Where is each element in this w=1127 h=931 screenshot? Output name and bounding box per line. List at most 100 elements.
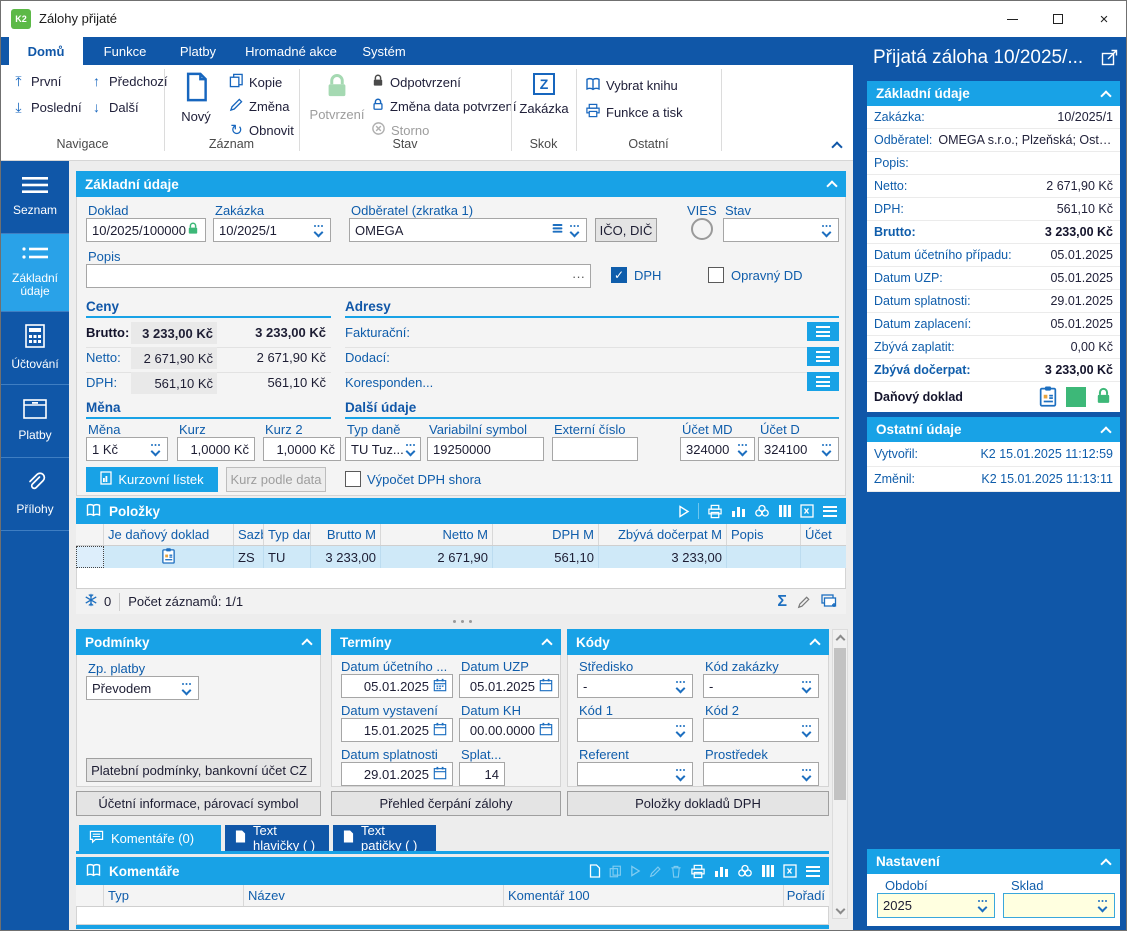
sklad-input[interactable] (1003, 893, 1115, 918)
splatnost-dnu-input[interactable]: 14 (459, 762, 505, 786)
collapse-icon[interactable] (541, 638, 552, 646)
variabilni-symbol-input[interactable]: 19250000 (427, 437, 544, 461)
doklad-input[interactable]: 10/2025/100000 (86, 218, 206, 242)
unconfirm-button[interactable]: Odpotvrzení (371, 73, 461, 91)
excel-export-icon[interactable] (783, 864, 798, 878)
sum-icon[interactable]: Σ (777, 592, 787, 610)
col-je-danovy-doklad[interactable]: Je daňový doklad (104, 524, 234, 545)
vertical-scrollbar[interactable] (832, 629, 848, 919)
stredisko-input[interactable]: - (577, 674, 693, 698)
col-dph-m[interactable]: DPH M (493, 524, 599, 545)
new-button[interactable]: Nový (171, 71, 221, 124)
print-icon[interactable] (690, 864, 706, 879)
edit-button[interactable]: Změna (229, 97, 289, 115)
col-sazba[interactable]: Sazb: (234, 524, 264, 545)
close-button[interactable]: × (1081, 1, 1126, 37)
tab-komentare[interactable]: Komentáře (0) (79, 825, 221, 851)
dropdown-icon[interactable] (404, 442, 417, 457)
col-typ[interactable]: Typ (104, 885, 244, 906)
popis-input[interactable]: ··· (86, 264, 591, 288)
dropdown-icon[interactable] (800, 767, 813, 782)
dropdown-icon[interactable] (149, 442, 162, 457)
accounting-info-button[interactable]: Účetní informace, párovací symbol (76, 791, 321, 816)
korespondencni-address-button[interactable] (807, 372, 839, 391)
dropdown-icon[interactable] (800, 679, 813, 694)
vypocet-dph-checkbox[interactable] (345, 471, 361, 487)
dph-checkbox[interactable] (611, 267, 627, 283)
collapse-icon[interactable] (1100, 426, 1111, 434)
scroll-up-button[interactable] (833, 630, 847, 645)
pencil-icon[interactable] (797, 595, 811, 609)
col-nazev[interactable]: Název (244, 885, 504, 906)
dropdown-icon[interactable] (1096, 898, 1109, 913)
new-document-icon[interactable] (589, 864, 601, 878)
dropdown-icon[interactable] (820, 223, 833, 238)
collapse-icon[interactable] (301, 638, 312, 646)
print-icon[interactable] (707, 504, 723, 519)
functions-print-button[interactable]: Funkce a tisk (585, 103, 683, 121)
dropdown-icon[interactable] (674, 723, 687, 738)
splitter-handle[interactable] (453, 620, 472, 623)
zakazka-input[interactable]: 10/2025/1 (213, 218, 331, 242)
snowflake-icon[interactable] (84, 593, 98, 610)
mena-input[interactable]: 1 Kč (86, 437, 168, 461)
collapse-icon[interactable] (1100, 858, 1111, 866)
dropdown-icon[interactable] (736, 442, 749, 457)
prostredek-input[interactable] (703, 762, 819, 786)
calendar-icon[interactable] (539, 722, 553, 739)
calendar-icon[interactable] (433, 678, 447, 695)
col-komentar[interactable]: Komentář 100 (504, 885, 784, 906)
columns-icon[interactable] (761, 864, 775, 878)
grid-menu-icon[interactable] (806, 865, 820, 877)
calendar-icon[interactable] (539, 678, 553, 695)
ribbon-collapse-button[interactable] (831, 141, 845, 151)
col-brutto-m[interactable]: Brutto M (311, 524, 381, 545)
codes-header[interactable]: Kódy (567, 629, 829, 655)
datum-vystaveni-input[interactable]: 15.01.2025 (341, 718, 453, 742)
more-ellipsis-button[interactable]: ··· (572, 268, 585, 284)
right-other-header[interactable]: Ostatní údaje (867, 417, 1120, 442)
previous-button[interactable]: ↑ Předchozí (89, 73, 168, 89)
dropdown-icon[interactable] (180, 681, 193, 696)
play-icon[interactable] (678, 504, 690, 518)
col-popis[interactable]: Popis (727, 524, 801, 545)
collapse-icon[interactable] (1100, 90, 1111, 98)
open-external-icon[interactable] (1101, 49, 1118, 71)
excel-export-icon[interactable] (800, 504, 815, 518)
dropdown-icon[interactable] (820, 442, 833, 457)
tab-hromadne-akce[interactable]: Hromadné akce (245, 43, 337, 59)
basic-data-header[interactable]: Základní údaje (76, 171, 846, 197)
zakazka-jump-button[interactable]: Z Zakázka (515, 73, 573, 116)
columns-icon[interactable] (778, 504, 792, 518)
tab-text-paticky[interactable]: Text patičky ( ) (333, 823, 436, 853)
minimize-button[interactable] (989, 1, 1035, 37)
sidebar-item-zakladni-udaje[interactable]: Základní údaje (1, 234, 69, 312)
col-poradi[interactable]: Pořadí (786, 888, 825, 903)
kurz-input[interactable]: 1,0000 Kč (177, 437, 255, 461)
dates-header[interactable]: Termíny (331, 629, 561, 655)
first-button[interactable]: ⤒ První (11, 73, 61, 90)
col-netto-m[interactable]: Netto M (381, 524, 493, 545)
refresh-button[interactable]: ↻ Obnovit (230, 122, 294, 139)
sidebar-item-seznam[interactable]: Seznam (1, 161, 69, 234)
kod1-input[interactable] (577, 718, 693, 742)
collapse-icon[interactable] (826, 180, 837, 188)
kod-zakazky-input[interactable]: - (703, 674, 819, 698)
kurz2-input[interactable]: 1,0000 Kč (263, 437, 341, 461)
tab-platby[interactable]: Platby (179, 43, 217, 59)
tab-system[interactable]: Systém (362, 43, 406, 59)
copy-grid-icon[interactable] (821, 594, 838, 609)
kurzovni-listek-button[interactable]: Kurzovní lístek (86, 467, 218, 492)
col-ucet[interactable]: Účet (805, 527, 832, 542)
chart-icon[interactable] (731, 504, 746, 518)
next-button[interactable]: ↓ Další (89, 99, 139, 115)
calendar-icon[interactable] (433, 766, 447, 783)
dropdown-icon[interactable] (976, 898, 989, 913)
items-table-row[interactable]: ZS TU 3 233,00 2 671,90 561,10 3 233,00 (76, 546, 846, 568)
sidebar-item-prilohy[interactable]: Přílohy (1, 458, 69, 531)
ucet-d-input[interactable]: 324100 (758, 437, 839, 461)
kod2-input[interactable] (703, 718, 819, 742)
payment-terms-button[interactable]: Platební podmínky, bankovní účet CZ (86, 758, 312, 782)
odberatel-input[interactable]: OMEGA (349, 218, 587, 242)
filter-balls-icon[interactable] (754, 504, 770, 518)
